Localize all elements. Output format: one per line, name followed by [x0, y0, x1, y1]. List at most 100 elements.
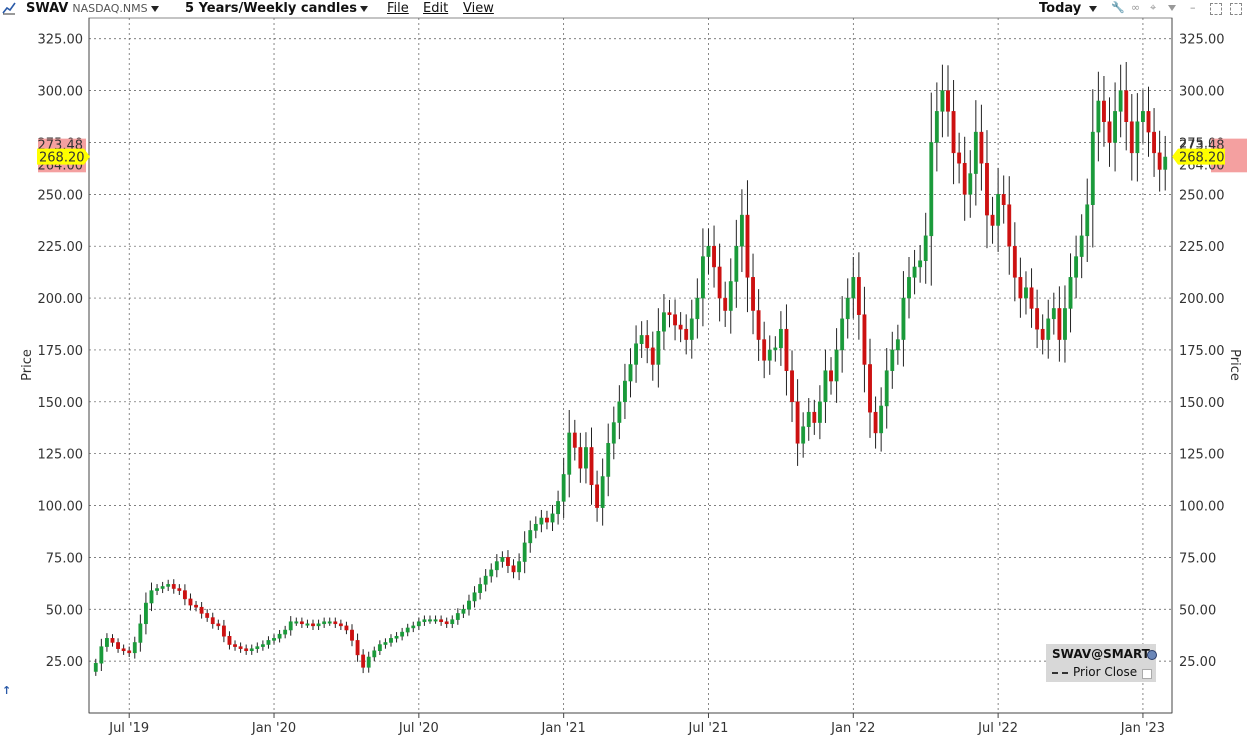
candle-up	[272, 638, 276, 641]
candle-up	[901, 297, 906, 340]
candle-up	[105, 638, 109, 647]
candle-up	[817, 401, 822, 423]
candle-down	[194, 604, 198, 608]
candle-down	[946, 90, 950, 112]
detach-icon[interactable]	[1230, 3, 1242, 15]
period-selector[interactable]: 5 Years/Weekly candles	[185, 0, 368, 17]
candle-up	[461, 609, 466, 614]
candle-up	[656, 331, 661, 365]
x-tick-label: Jul '22	[977, 721, 1018, 736]
y-tick-label-left: 100.00	[38, 500, 84, 515]
x-tick-label: Jan '20	[251, 721, 296, 736]
y-tick-label-left: 200.00	[38, 292, 84, 307]
candle-down	[812, 411, 817, 423]
candle-down	[171, 584, 176, 589]
candle-up	[539, 517, 544, 525]
candle-up	[494, 561, 499, 571]
candle-up	[467, 600, 471, 610]
candle-down	[985, 162, 989, 216]
candle-up	[1046, 318, 1051, 340]
candle-up	[1085, 204, 1090, 237]
symbol-selector[interactable]: SWAV NASDAQ.NMS	[26, 0, 159, 17]
legend-title: SWAV@SMART	[1052, 647, 1150, 661]
candle-up	[277, 633, 282, 639]
candle-up	[623, 380, 627, 403]
candle-up	[155, 588, 159, 591]
candle-up	[322, 621, 327, 625]
cursor-icon[interactable]: ↑	[2, 684, 12, 697]
candle-up	[706, 245, 711, 257]
candle-up	[294, 621, 299, 624]
candle-down	[645, 335, 650, 349]
link-icon[interactable]: ∞	[1131, 1, 1141, 14]
candle-up	[99, 646, 104, 664]
x-tick-label: Jan '21	[541, 721, 586, 736]
y-axis-title-left: Price	[20, 349, 35, 381]
candle-down	[990, 214, 995, 226]
candle-up	[1118, 90, 1123, 112]
candle-up	[567, 432, 572, 475]
candle-down	[957, 152, 962, 164]
candle-up	[806, 411, 811, 427]
y-tick-label-left: 125.00	[38, 448, 84, 463]
candle-up	[929, 142, 934, 237]
globe-icon[interactable]	[1147, 650, 1157, 660]
candle-up	[522, 542, 527, 562]
candle-up	[394, 635, 399, 639]
candle-down	[1057, 308, 1062, 340]
candle-down	[333, 621, 338, 625]
candle-up	[661, 312, 666, 332]
pin-icon[interactable]: ⌖	[1150, 1, 1157, 14]
y-tick-label-right: 300.00	[1179, 85, 1225, 100]
x-tick-label: Jan '23	[1120, 721, 1165, 736]
candle-up	[93, 662, 98, 672]
maximize-icon[interactable]	[1210, 3, 1222, 15]
candle-down	[511, 565, 516, 573]
candle-up	[895, 339, 900, 351]
candle-up	[1113, 111, 1118, 143]
y-tick-label-left: 50.00	[46, 603, 83, 618]
candle-down	[116, 642, 120, 649]
candle-up	[305, 623, 310, 626]
candle-up	[416, 621, 421, 627]
candle-up	[840, 318, 845, 351]
menu-file[interactable]: File	[387, 1, 409, 16]
menu-edit[interactable]: Edit	[423, 1, 449, 16]
y-tick-label-left: 325.00	[38, 33, 84, 48]
candle-up	[1141, 111, 1145, 122]
wrench-icon[interactable]: 🔧	[1111, 1, 1125, 14]
candle-up	[584, 447, 588, 469]
candle-down	[355, 640, 360, 656]
legend[interactable]: SWAV@SMART Prior Close	[1046, 644, 1157, 682]
y-tick-label-left: 150.00	[38, 396, 84, 411]
candle-down	[829, 370, 833, 382]
y-tick-label-right: 150.00	[1179, 396, 1225, 411]
candle-up	[377, 644, 382, 652]
candle-up	[968, 173, 973, 195]
candle-down	[856, 277, 861, 315]
candle-down	[238, 646, 243, 649]
menu-view[interactable]: View	[463, 1, 494, 16]
chevron-down-icon[interactable]	[1168, 5, 1176, 11]
chart-icon[interactable]	[2, 0, 16, 15]
candle-up	[634, 343, 638, 365]
candle-up	[455, 613, 460, 620]
candle-up	[611, 422, 616, 444]
candle-down	[678, 324, 683, 330]
candle-down	[1107, 121, 1112, 143]
candle-down	[545, 517, 549, 523]
candles	[93, 61, 1168, 676]
candle-up	[166, 584, 171, 587]
candle-up	[550, 513, 555, 523]
x-tick-label: Jul '21	[688, 721, 729, 736]
range-selector[interactable]: Today	[1039, 0, 1098, 17]
minimize-icon[interactable]: –	[1190, 1, 1196, 14]
candle-up	[728, 281, 733, 311]
candle-down	[1007, 204, 1012, 247]
y-tick-label-left: 250.00	[38, 188, 84, 203]
candle-down	[868, 364, 872, 413]
y-tick-label-right: 225.00	[1179, 240, 1225, 255]
candle-down	[205, 613, 210, 618]
checkbox-icon[interactable]	[1142, 669, 1152, 679]
